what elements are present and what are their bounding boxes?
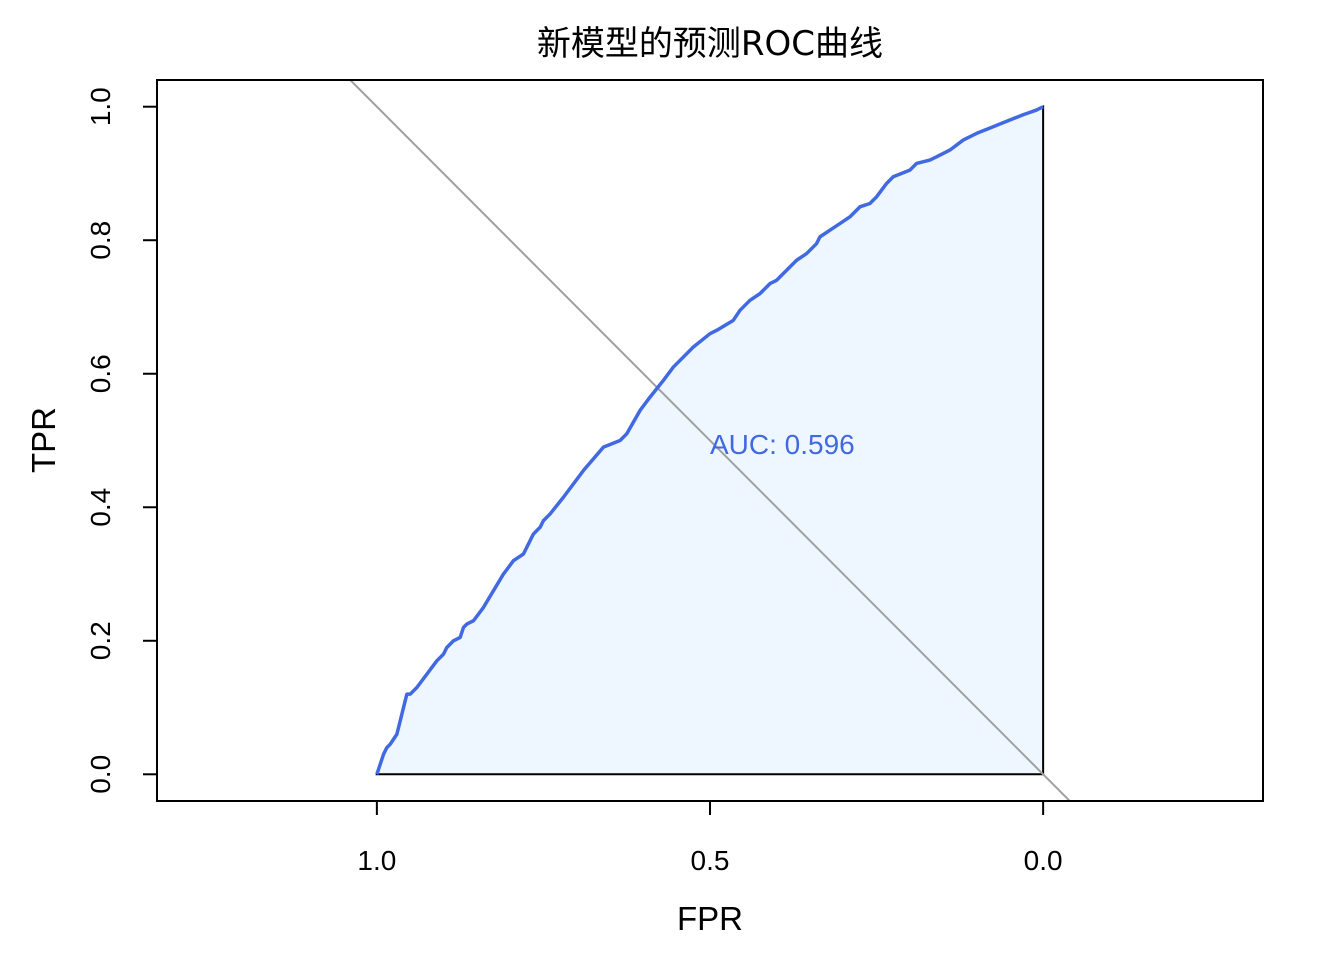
diagonal-reference-line <box>348 80 1072 801</box>
y-tick-label: 1.0 <box>85 87 116 126</box>
axes: 1.0 0.5 0.0 0.0 0.2 0.4 0.6 0.8 1.0 <box>85 87 1063 876</box>
auc-annotation: AUC: 0.596 <box>710 429 855 460</box>
y-tick-label: 0.4 <box>85 488 116 527</box>
y-tick-label: 0.8 <box>85 221 116 260</box>
chart-title: 新模型的预测ROC曲线 <box>537 24 883 64</box>
y-tick-label: 0.0 <box>85 755 116 794</box>
y-tick-label: 0.2 <box>85 621 116 660</box>
y-axis-label: TPR <box>25 407 62 473</box>
x-tick-label: 0.0 <box>1024 845 1063 876</box>
x-tick-label: 0.5 <box>691 845 730 876</box>
x-axis-label: FPR <box>677 900 743 937</box>
y-tick-label: 0.6 <box>85 354 116 393</box>
plot-area <box>348 80 1072 801</box>
x-tick-label: 1.0 <box>357 845 396 876</box>
roc-curve-line <box>375 105 1044 775</box>
